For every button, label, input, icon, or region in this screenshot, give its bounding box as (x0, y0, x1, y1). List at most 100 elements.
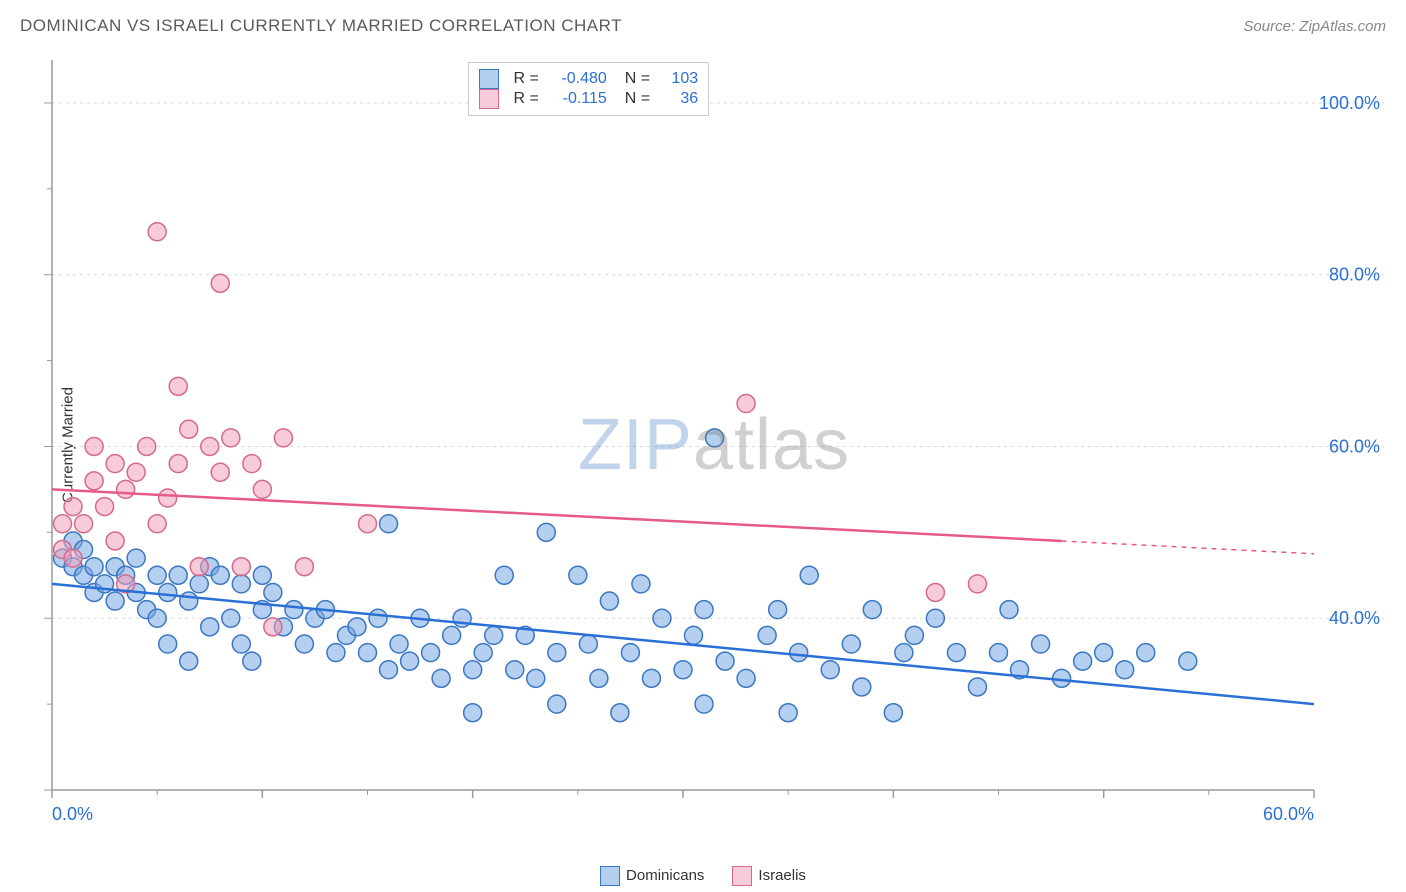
data-point (548, 695, 566, 713)
data-point (64, 549, 82, 567)
data-point (169, 566, 187, 584)
data-point (685, 626, 703, 644)
data-point (359, 644, 377, 662)
chart-header: DOMINICAN VS ISRAELI CURRENTLY MARRIED C… (0, 0, 1406, 44)
data-point (138, 437, 156, 455)
data-point (706, 429, 724, 447)
data-point (1074, 652, 1092, 670)
chart-title: DOMINICAN VS ISRAELI CURRENTLY MARRIED C… (20, 16, 622, 36)
data-point (495, 566, 513, 584)
legend-swatch (479, 89, 499, 109)
data-point (506, 661, 524, 679)
data-point (821, 661, 839, 679)
data-point (169, 377, 187, 395)
data-point (863, 601, 881, 619)
svg-text:100.0%: 100.0% (1319, 93, 1380, 113)
data-point (926, 583, 944, 601)
data-point (443, 626, 461, 644)
data-point (990, 644, 1008, 662)
data-point (758, 626, 776, 644)
data-point (474, 644, 492, 662)
data-point (295, 635, 313, 653)
data-point (190, 575, 208, 593)
data-point (642, 669, 660, 687)
data-point (621, 644, 639, 662)
data-point (274, 429, 292, 447)
legend-swatch (732, 866, 752, 886)
data-point (211, 566, 229, 584)
data-point (548, 644, 566, 662)
stat-row: R =-0.115N =36 (479, 89, 698, 109)
chart-container: Currently Married 40.0%60.0%80.0%100.0%0… (44, 60, 1384, 830)
data-point (695, 601, 713, 619)
data-point (232, 635, 250, 653)
data-point (716, 652, 734, 670)
svg-text:0.0%: 0.0% (52, 804, 93, 824)
data-point (264, 583, 282, 601)
chart-source: Source: ZipAtlas.com (1243, 18, 1386, 35)
trend-line-extension (1062, 541, 1314, 554)
data-point (569, 566, 587, 584)
data-point (85, 558, 103, 576)
data-point (211, 274, 229, 292)
data-point (579, 635, 597, 653)
data-point (253, 566, 271, 584)
data-point (905, 626, 923, 644)
data-point (64, 498, 82, 516)
data-point (232, 575, 250, 593)
data-point (285, 601, 303, 619)
data-point (211, 463, 229, 481)
data-point (348, 618, 366, 636)
data-point (779, 704, 797, 722)
data-point (1000, 601, 1018, 619)
data-point (222, 429, 240, 447)
data-point (380, 661, 398, 679)
data-point (1137, 644, 1155, 662)
data-point (1179, 652, 1197, 670)
svg-text:60.0%: 60.0% (1263, 804, 1314, 824)
data-point (380, 515, 398, 533)
svg-text:60.0%: 60.0% (1329, 436, 1380, 456)
data-point (968, 678, 986, 696)
data-point (180, 652, 198, 670)
data-point (264, 618, 282, 636)
data-point (148, 609, 166, 627)
data-point (485, 626, 503, 644)
data-point (359, 515, 377, 533)
correlation-stats-box: R =-0.480N =103R =-0.115N =36 (468, 62, 709, 116)
data-point (106, 455, 124, 473)
data-point (243, 455, 261, 473)
svg-text:40.0%: 40.0% (1329, 608, 1380, 628)
data-point (54, 515, 72, 533)
svg-text:80.0%: 80.0% (1329, 265, 1380, 285)
data-point (464, 704, 482, 722)
data-point (127, 463, 145, 481)
data-point (464, 661, 482, 679)
data-point (968, 575, 986, 593)
data-point (537, 523, 555, 541)
scatter-chart: 40.0% 60.0% 80.0% 100.0% 0.0% 60.0% (44, 60, 1384, 830)
data-point (75, 515, 93, 533)
data-point (590, 669, 608, 687)
data-point (159, 583, 177, 601)
data-point (159, 635, 177, 653)
data-point (1116, 661, 1134, 679)
data-point (926, 609, 944, 627)
data-point (895, 644, 913, 662)
data-point (432, 669, 450, 687)
data-point (632, 575, 650, 593)
data-point (653, 609, 671, 627)
data-point (527, 669, 545, 687)
data-point (369, 609, 387, 627)
legend-item: Dominicans (600, 866, 704, 886)
data-point (884, 704, 902, 722)
legend-swatch (600, 866, 620, 886)
data-point (85, 437, 103, 455)
data-point (117, 480, 135, 498)
legend: DominicansIsraelis (0, 866, 1406, 886)
stat-row: R =-0.480N =103 (479, 69, 698, 89)
data-point (674, 661, 692, 679)
data-point (222, 609, 240, 627)
data-point (159, 489, 177, 507)
trend-line (52, 489, 1062, 541)
